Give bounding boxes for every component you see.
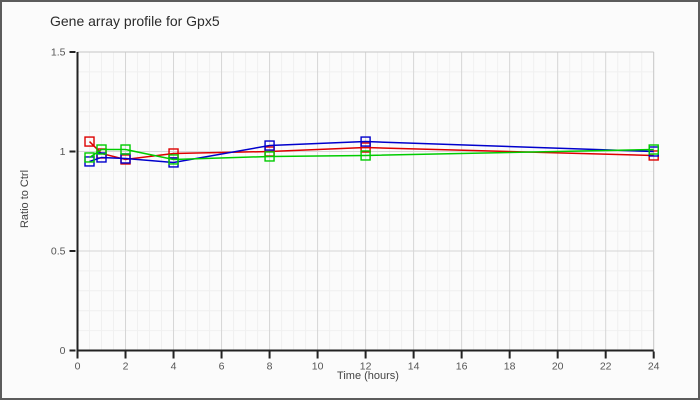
series-green-marker — [648, 144, 659, 155]
y-tick-label: 1 — [60, 146, 66, 158]
series-green-marker — [120, 144, 131, 155]
series-blue-marker — [360, 136, 371, 147]
chart-title: Gene array profile for Gpx5 — [50, 13, 220, 29]
y-tick-label: 0 — [60, 345, 66, 357]
x-tick-label: 0 — [75, 361, 81, 373]
x-tick-label: 8 — [267, 361, 273, 373]
x-tick-label: 10 — [312, 361, 324, 373]
series-blue-marker — [96, 152, 107, 163]
x-tick-label: 20 — [552, 361, 564, 373]
series-red-marker — [84, 136, 95, 147]
series-blue-line — [89, 140, 654, 164]
x-tick-label: 2 — [123, 361, 129, 373]
series-blue-marker — [264, 140, 275, 151]
series-green-marker — [360, 150, 371, 161]
series-green-marker — [264, 151, 275, 162]
series-red-marker — [360, 142, 371, 153]
series-red-line — [88, 141, 654, 161]
series-green-line — [89, 148, 654, 161]
x-tick-label: 22 — [600, 361, 612, 373]
x-tick-label: 16 — [456, 361, 468, 373]
x-tick-label: 14 — [408, 361, 420, 373]
series-green-marker — [168, 154, 179, 165]
x-tick-label: 6 — [219, 361, 225, 373]
series-green-marker — [84, 152, 95, 163]
series-green-marker — [96, 144, 107, 155]
x-axis-label: Time (hours) — [337, 370, 399, 382]
y-tick-label: 0.5 — [51, 246, 66, 258]
x-tick-label: 18 — [504, 361, 516, 373]
x-tick-label: 12 — [360, 361, 372, 373]
x-tick-label: 24 — [648, 361, 660, 373]
x-tick-label: 4 — [171, 361, 177, 373]
y-tick-label: 1.5 — [51, 47, 66, 59]
